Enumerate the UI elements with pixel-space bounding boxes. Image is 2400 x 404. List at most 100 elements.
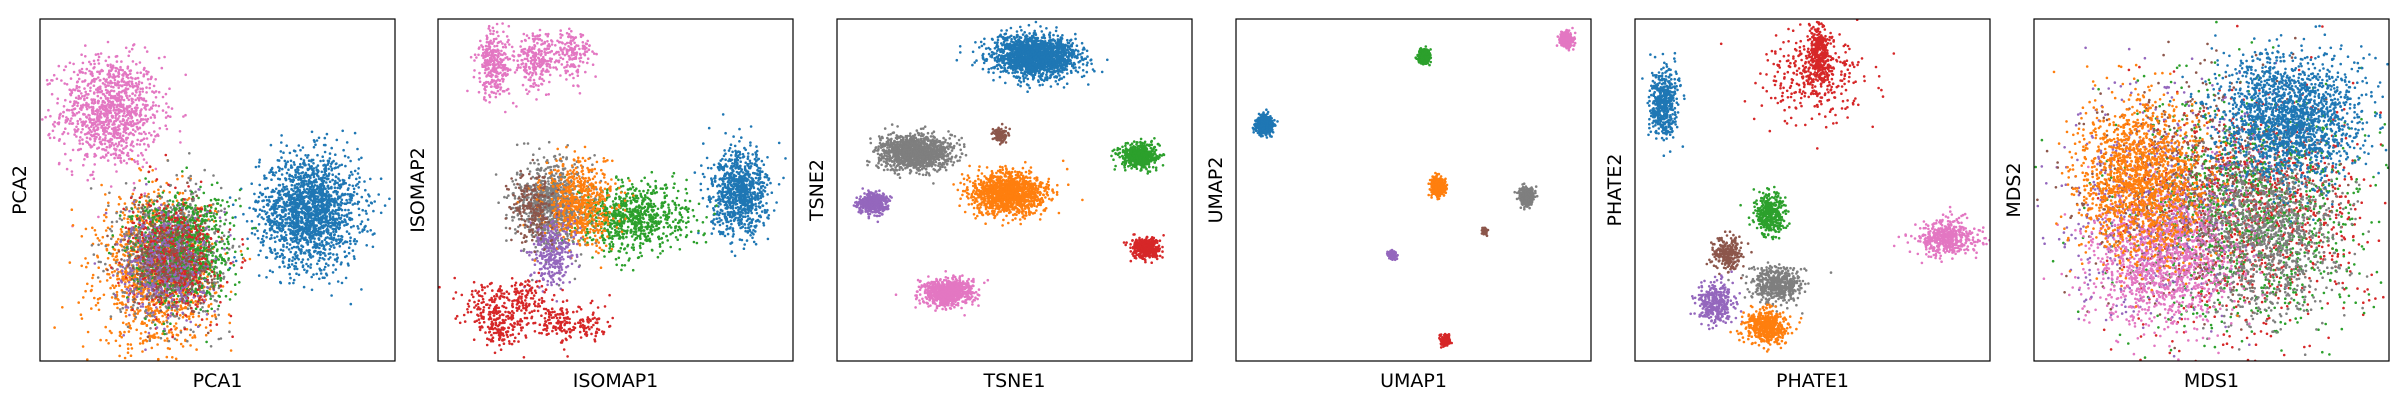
scatter-point: [313, 225, 316, 228]
scatter-point: [112, 130, 116, 133]
scatter-point: [92, 84, 96, 87]
scatter-point: [92, 102, 96, 105]
scatter-point: [349, 236, 352, 239]
scatter-point: [98, 79, 102, 82]
scatter-point: [316, 262, 319, 266]
scatter-point: [164, 111, 168, 114]
scatter-point: [306, 156, 309, 159]
scatter-point: [166, 199, 169, 203]
scatter-point: [124, 46, 128, 50]
scatter-point: [278, 222, 282, 226]
scatter-point: [342, 180, 345, 184]
scatter-point: [90, 288, 93, 292]
scatter-point: [64, 152, 67, 156]
scatter-point: [119, 265, 122, 268]
scatter-point: [265, 235, 268, 239]
scatter-point: [259, 191, 262, 194]
scatter-point: [97, 62, 101, 65]
scatter-point: [79, 136, 82, 139]
scatter-point: [176, 310, 179, 314]
scatter-point: [343, 255, 347, 259]
scatter-point: [75, 125, 78, 129]
scatter-point: [113, 135, 116, 138]
scatter-point: [288, 196, 291, 200]
scatter-point: [72, 70, 76, 74]
scatter-point: [107, 119, 111, 122]
scatter-point: [259, 249, 262, 253]
scatter-point: [108, 93, 111, 97]
scatter-point: [120, 90, 123, 94]
scatter-point: [89, 89, 92, 93]
scatter-point: [147, 302, 151, 306]
scatter-point: [279, 193, 282, 197]
scatter-point: [98, 123, 101, 126]
scatter-point: [285, 245, 289, 249]
scatter-point: [189, 192, 193, 196]
scatter-point: [304, 224, 308, 228]
scatter-point: [112, 152, 115, 156]
scatter-point: [324, 169, 328, 172]
scatter-point: [353, 131, 357, 135]
scatter-point: [96, 111, 99, 114]
scatter-point: [120, 139, 123, 143]
scatter-point: [216, 307, 220, 311]
scatter-point: [341, 183, 345, 186]
scatter-point: [278, 229, 282, 232]
scatter-point: [300, 234, 304, 238]
scatter-point: [142, 339, 145, 343]
scatter-point: [288, 282, 291, 285]
scatter-point: [75, 86, 78, 90]
scatter-point: [334, 153, 337, 156]
scatter-point: [273, 211, 276, 215]
scatter-point: [282, 151, 285, 154]
scatter-point: [223, 207, 226, 211]
scatter-point: [145, 50, 149, 53]
scatter-point: [297, 273, 301, 277]
scatter-point: [345, 198, 348, 202]
scatter-point: [162, 293, 165, 296]
scatter-point: [322, 268, 326, 271]
scatter-point: [132, 304, 135, 307]
scatter-point: [110, 220, 114, 224]
scatter-point: [62, 130, 66, 134]
scatter-point: [299, 215, 303, 219]
scatter-point: [339, 217, 342, 220]
scatter-point: [311, 194, 314, 198]
scatter-point: [108, 103, 112, 106]
scatter-point: [112, 76, 116, 80]
scatter-point: [132, 110, 136, 113]
scatter-point: [86, 93, 90, 96]
scatter-point: [294, 265, 298, 268]
scatter-point: [276, 231, 279, 234]
scatter-point: [86, 261, 90, 265]
scatter-point: [337, 172, 341, 176]
scatter-point: [117, 117, 120, 120]
scatter-point: [171, 208, 174, 211]
scatter-point: [89, 187, 93, 190]
scatter-point: [287, 248, 291, 251]
scatter-point: [340, 234, 343, 238]
scatter-point: [311, 200, 315, 204]
scatter-point: [339, 263, 343, 266]
scatter-point: [322, 216, 326, 219]
scatter-point: [134, 255, 138, 258]
scatter-point: [301, 245, 304, 248]
scatter-point: [145, 221, 149, 225]
scatter-point: [352, 190, 356, 194]
scatter-point: [301, 195, 304, 199]
scatter-point: [79, 313, 83, 317]
scatter-point: [125, 141, 128, 144]
scatter-point: [175, 306, 178, 310]
scatter-point: [189, 202, 192, 206]
scatter-point: [293, 267, 297, 271]
scatter-point: [92, 110, 95, 113]
scatter-point: [73, 103, 76, 107]
scatter-point: [51, 79, 54, 82]
scatter-point: [118, 334, 122, 338]
scatter-point: [321, 155, 325, 158]
scatter-point: [349, 170, 353, 174]
scatter-point: [224, 218, 228, 222]
scatter-point: [213, 231, 216, 234]
scatter-point: [303, 268, 306, 272]
scatter-point: [284, 163, 288, 166]
